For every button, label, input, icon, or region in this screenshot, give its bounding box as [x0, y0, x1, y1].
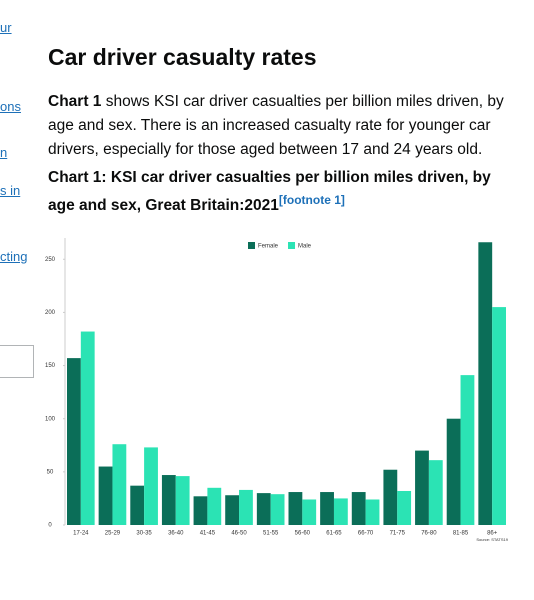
- bar: [144, 447, 158, 525]
- x-tick-label: 66-70: [358, 531, 374, 537]
- bar: [67, 358, 81, 525]
- bar: [320, 492, 334, 525]
- y-tick-label: 50: [47, 469, 54, 475]
- x-tick-label: 17-24: [73, 531, 89, 537]
- bar: [478, 242, 493, 526]
- x-tick-label: 36-40: [168, 531, 184, 537]
- x-tick-label: 51-55: [263, 531, 279, 537]
- bar: [288, 492, 303, 525]
- x-tick-label: 86+: [487, 531, 498, 537]
- footnote-link[interactable]: [footnote 1]: [278, 193, 345, 207]
- bar: [397, 490, 412, 525]
- bar: [175, 476, 190, 525]
- y-tick-label: 0: [48, 523, 52, 529]
- bar: [112, 444, 127, 525]
- input-box[interactable]: [0, 345, 34, 378]
- side-link[interactable]: ons: [0, 99, 21, 114]
- legend-label: Female: [258, 244, 279, 250]
- bar: [428, 460, 443, 525]
- chart-heading: Chart 1: KSI car driver casualties per b…: [48, 167, 518, 217]
- side-link[interactable]: ur: [0, 20, 12, 35]
- bar: [383, 469, 398, 525]
- y-tick-label: 200: [45, 310, 56, 316]
- x-tick-label: 81-85: [453, 531, 469, 537]
- side-link[interactable]: cting: [0, 249, 28, 264]
- bar: [351, 492, 366, 525]
- bar: [415, 450, 429, 525]
- side-link[interactable]: n: [0, 145, 8, 160]
- intro: Chart 1 shows KSI car driver casualties …: [48, 90, 513, 162]
- chart-heading-text: Chart 1: KSI car driver casualties per b…: [48, 169, 491, 215]
- x-tick-label: 61-65: [326, 531, 342, 537]
- y-tick-label: 150: [45, 363, 56, 369]
- intro-text: shows KSI car driver casualties per bill…: [48, 93, 504, 158]
- chart: 0 50 100 150 200 250 17-24 25-29 30-35 36-40 41-45…: [45, 238, 509, 542]
- side-link[interactable]: s in: [0, 183, 21, 198]
- bar: [460, 375, 475, 525]
- y-tick-label: 250: [45, 257, 56, 263]
- x-tick-label: 56-60: [295, 531, 311, 537]
- y-tick-label: 100: [45, 416, 56, 422]
- x-tick-label: 25-29: [105, 531, 121, 537]
- bar: [207, 487, 222, 525]
- legend-swatch: [248, 242, 255, 249]
- bar: [239, 489, 253, 525]
- legend-swatch: [288, 242, 296, 249]
- bar: [270, 494, 285, 525]
- x-tick-label: 71-75: [390, 531, 406, 537]
- bar: [161, 475, 176, 525]
- x-tick-label: 30-35: [136, 531, 152, 537]
- bar: [365, 499, 380, 525]
- legend-label: Male: [298, 244, 312, 250]
- source: Source: STATS19: [476, 537, 508, 542]
- bar: [302, 499, 317, 525]
- bar: [333, 498, 348, 525]
- x-tick-label: 76-80: [421, 531, 437, 537]
- intro-bold: Chart 1: [48, 93, 102, 110]
- x-tick-label: 46-50: [231, 531, 247, 537]
- bar: [256, 493, 271, 525]
- bar: [80, 331, 95, 525]
- bar: [492, 307, 506, 525]
- bar: [98, 466, 113, 525]
- bar: [225, 495, 240, 525]
- bar: [130, 485, 145, 525]
- bar: [446, 418, 461, 525]
- x-tick-label: 41-45: [200, 531, 216, 537]
- bar: [193, 496, 208, 525]
- heading: Car driver casualty rates: [48, 44, 317, 70]
